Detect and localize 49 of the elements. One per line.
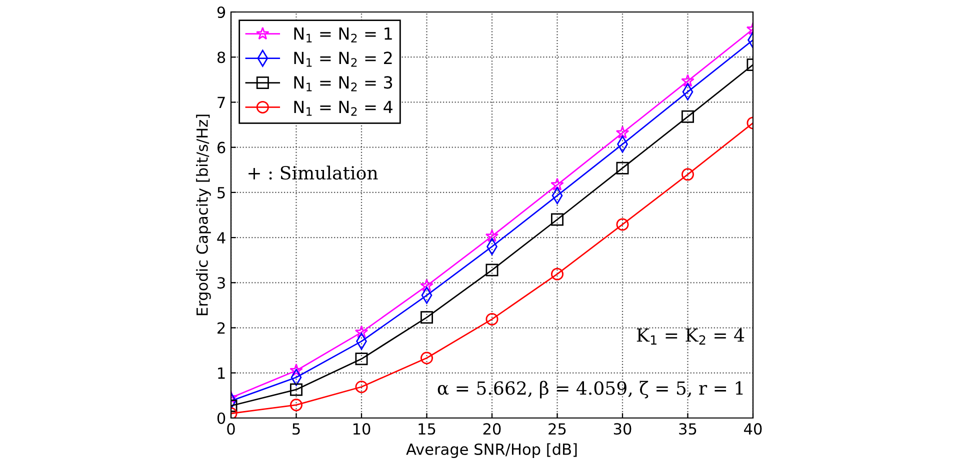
annotation: + : Simulation — [248, 166, 378, 180]
point — [550, 178, 564, 191]
x-tick-label: 5 — [292, 423, 300, 435]
point — [420, 352, 433, 364]
annotation: K$_{1}$ = K$_{2}$ = 4 — [636, 328, 744, 345]
x-tick-label: 25 — [548, 423, 566, 435]
point — [681, 74, 694, 87]
point — [420, 311, 433, 324]
x-tick-label: 0 — [227, 423, 235, 435]
point — [485, 229, 499, 242]
y-tick-label: 1 — [218, 368, 225, 379]
point — [551, 268, 564, 280]
point — [616, 218, 629, 231]
point — [355, 352, 368, 366]
y-tick-label: 8 — [217, 52, 226, 64]
legend-label: N$_{1}$ = N$_{2}$ = 1 — [294, 27, 392, 42]
x-tick-label: 40 — [744, 423, 762, 435]
point — [682, 168, 694, 181]
x-tick-label: 35 — [679, 423, 696, 435]
x-axis-title: Average SNR/Hop [dB] — [406, 443, 577, 458]
y-axis-title: Ergodic Capacity [bit/s/Hz] — [196, 114, 211, 316]
point — [290, 398, 302, 412]
legend-label: N$_{1}$ = N$_{2}$ = 4 — [294, 100, 392, 116]
legend-label: N$_{1}$ = N$_{2}$ = 2 — [294, 52, 392, 67]
x-tick-label: 30 — [614, 423, 632, 435]
legend-label: N$_{1}$ = N$_{2}$ = 3 — [294, 76, 392, 92]
point — [420, 278, 434, 292]
y-tick-label: 6 — [217, 142, 226, 154]
y-tick-label: 4 — [217, 232, 226, 244]
point — [616, 162, 629, 174]
point — [486, 312, 498, 326]
x-tick-label: 10 — [353, 423, 370, 435]
point — [682, 110, 694, 123]
y-tick-label: 2 — [218, 322, 225, 334]
point — [290, 364, 303, 376]
y-tick-label: 3 — [218, 277, 225, 289]
x-tick-label: 15 — [418, 423, 436, 435]
point — [616, 126, 630, 139]
point — [486, 264, 498, 276]
point — [354, 325, 368, 338]
point — [551, 213, 564, 226]
y-tick-label: 9 — [217, 6, 226, 18]
annotation: α = 5.662, β = 4.059, ζ = 5, r = 1 — [438, 380, 743, 398]
y-tick-label: 5 — [218, 187, 225, 198]
x-tick-label: 20 — [483, 423, 501, 435]
y-tick-label: 7 — [218, 96, 225, 108]
y-tick-label: 0 — [217, 412, 226, 424]
point — [290, 383, 302, 396]
point — [355, 380, 368, 394]
